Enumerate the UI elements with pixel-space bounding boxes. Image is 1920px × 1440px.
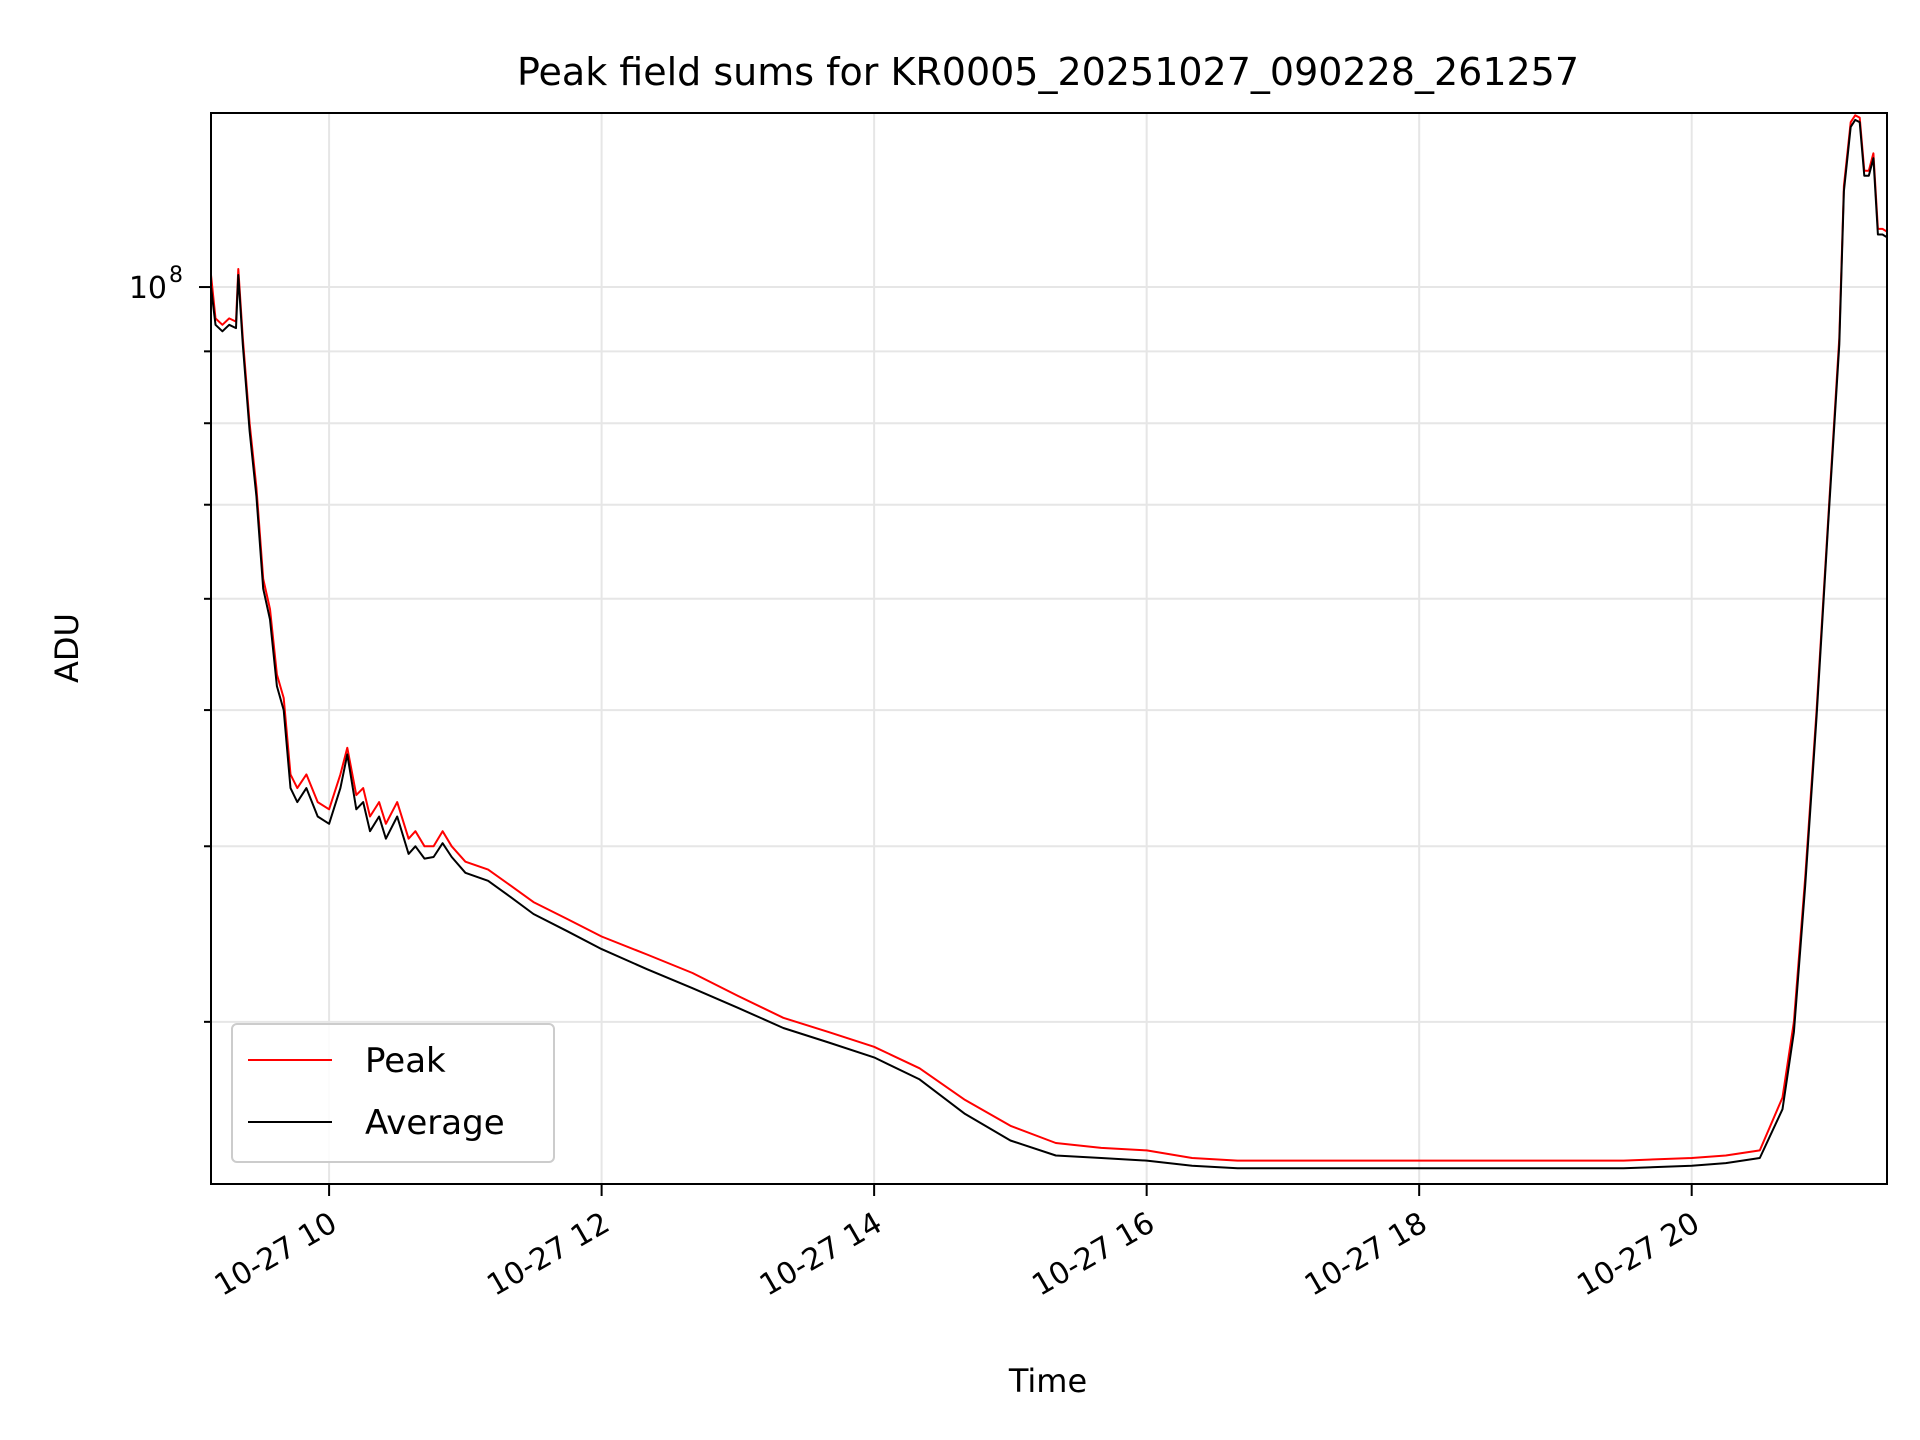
x-tick-label: 10-27 20 (1571, 1206, 1705, 1304)
x-tick-label: 10-27 16 (1026, 1206, 1160, 1304)
y-tick-exponent: 8 (169, 263, 183, 288)
plot-frame (210, 112, 1888, 1185)
x-tick-label: 10-27 18 (1299, 1206, 1433, 1304)
series-line-peak (210, 114, 1888, 1162)
x-axis-label: Time (1008, 1362, 1087, 1400)
x-tick-label: 10-27 12 (481, 1206, 615, 1304)
chart-title: Peak field sums for KR0005_20251027_0902… (517, 50, 1579, 94)
x-axis: 10-27 10 10-27 12 10-27 14 10-27 16 10-27 18… (209, 1184, 1706, 1303)
legend-box (231, 1023, 555, 1163)
y-axis: 10 8 (129, 263, 211, 1023)
x-tick-label: 10-27 10 (209, 1206, 343, 1304)
y-tick-label: 10 (129, 271, 167, 306)
legend: Peak Average (231, 1023, 555, 1163)
grid (211, 113, 1887, 1184)
series-layer (210, 114, 1888, 1170)
legend-average-label: Average (365, 1103, 505, 1143)
legend-peak-label: Peak (365, 1041, 446, 1081)
y-axis-label: ADU (48, 613, 86, 683)
x-tick-label: 10-27 14 (754, 1206, 888, 1304)
series-line-average (210, 118, 1888, 1170)
